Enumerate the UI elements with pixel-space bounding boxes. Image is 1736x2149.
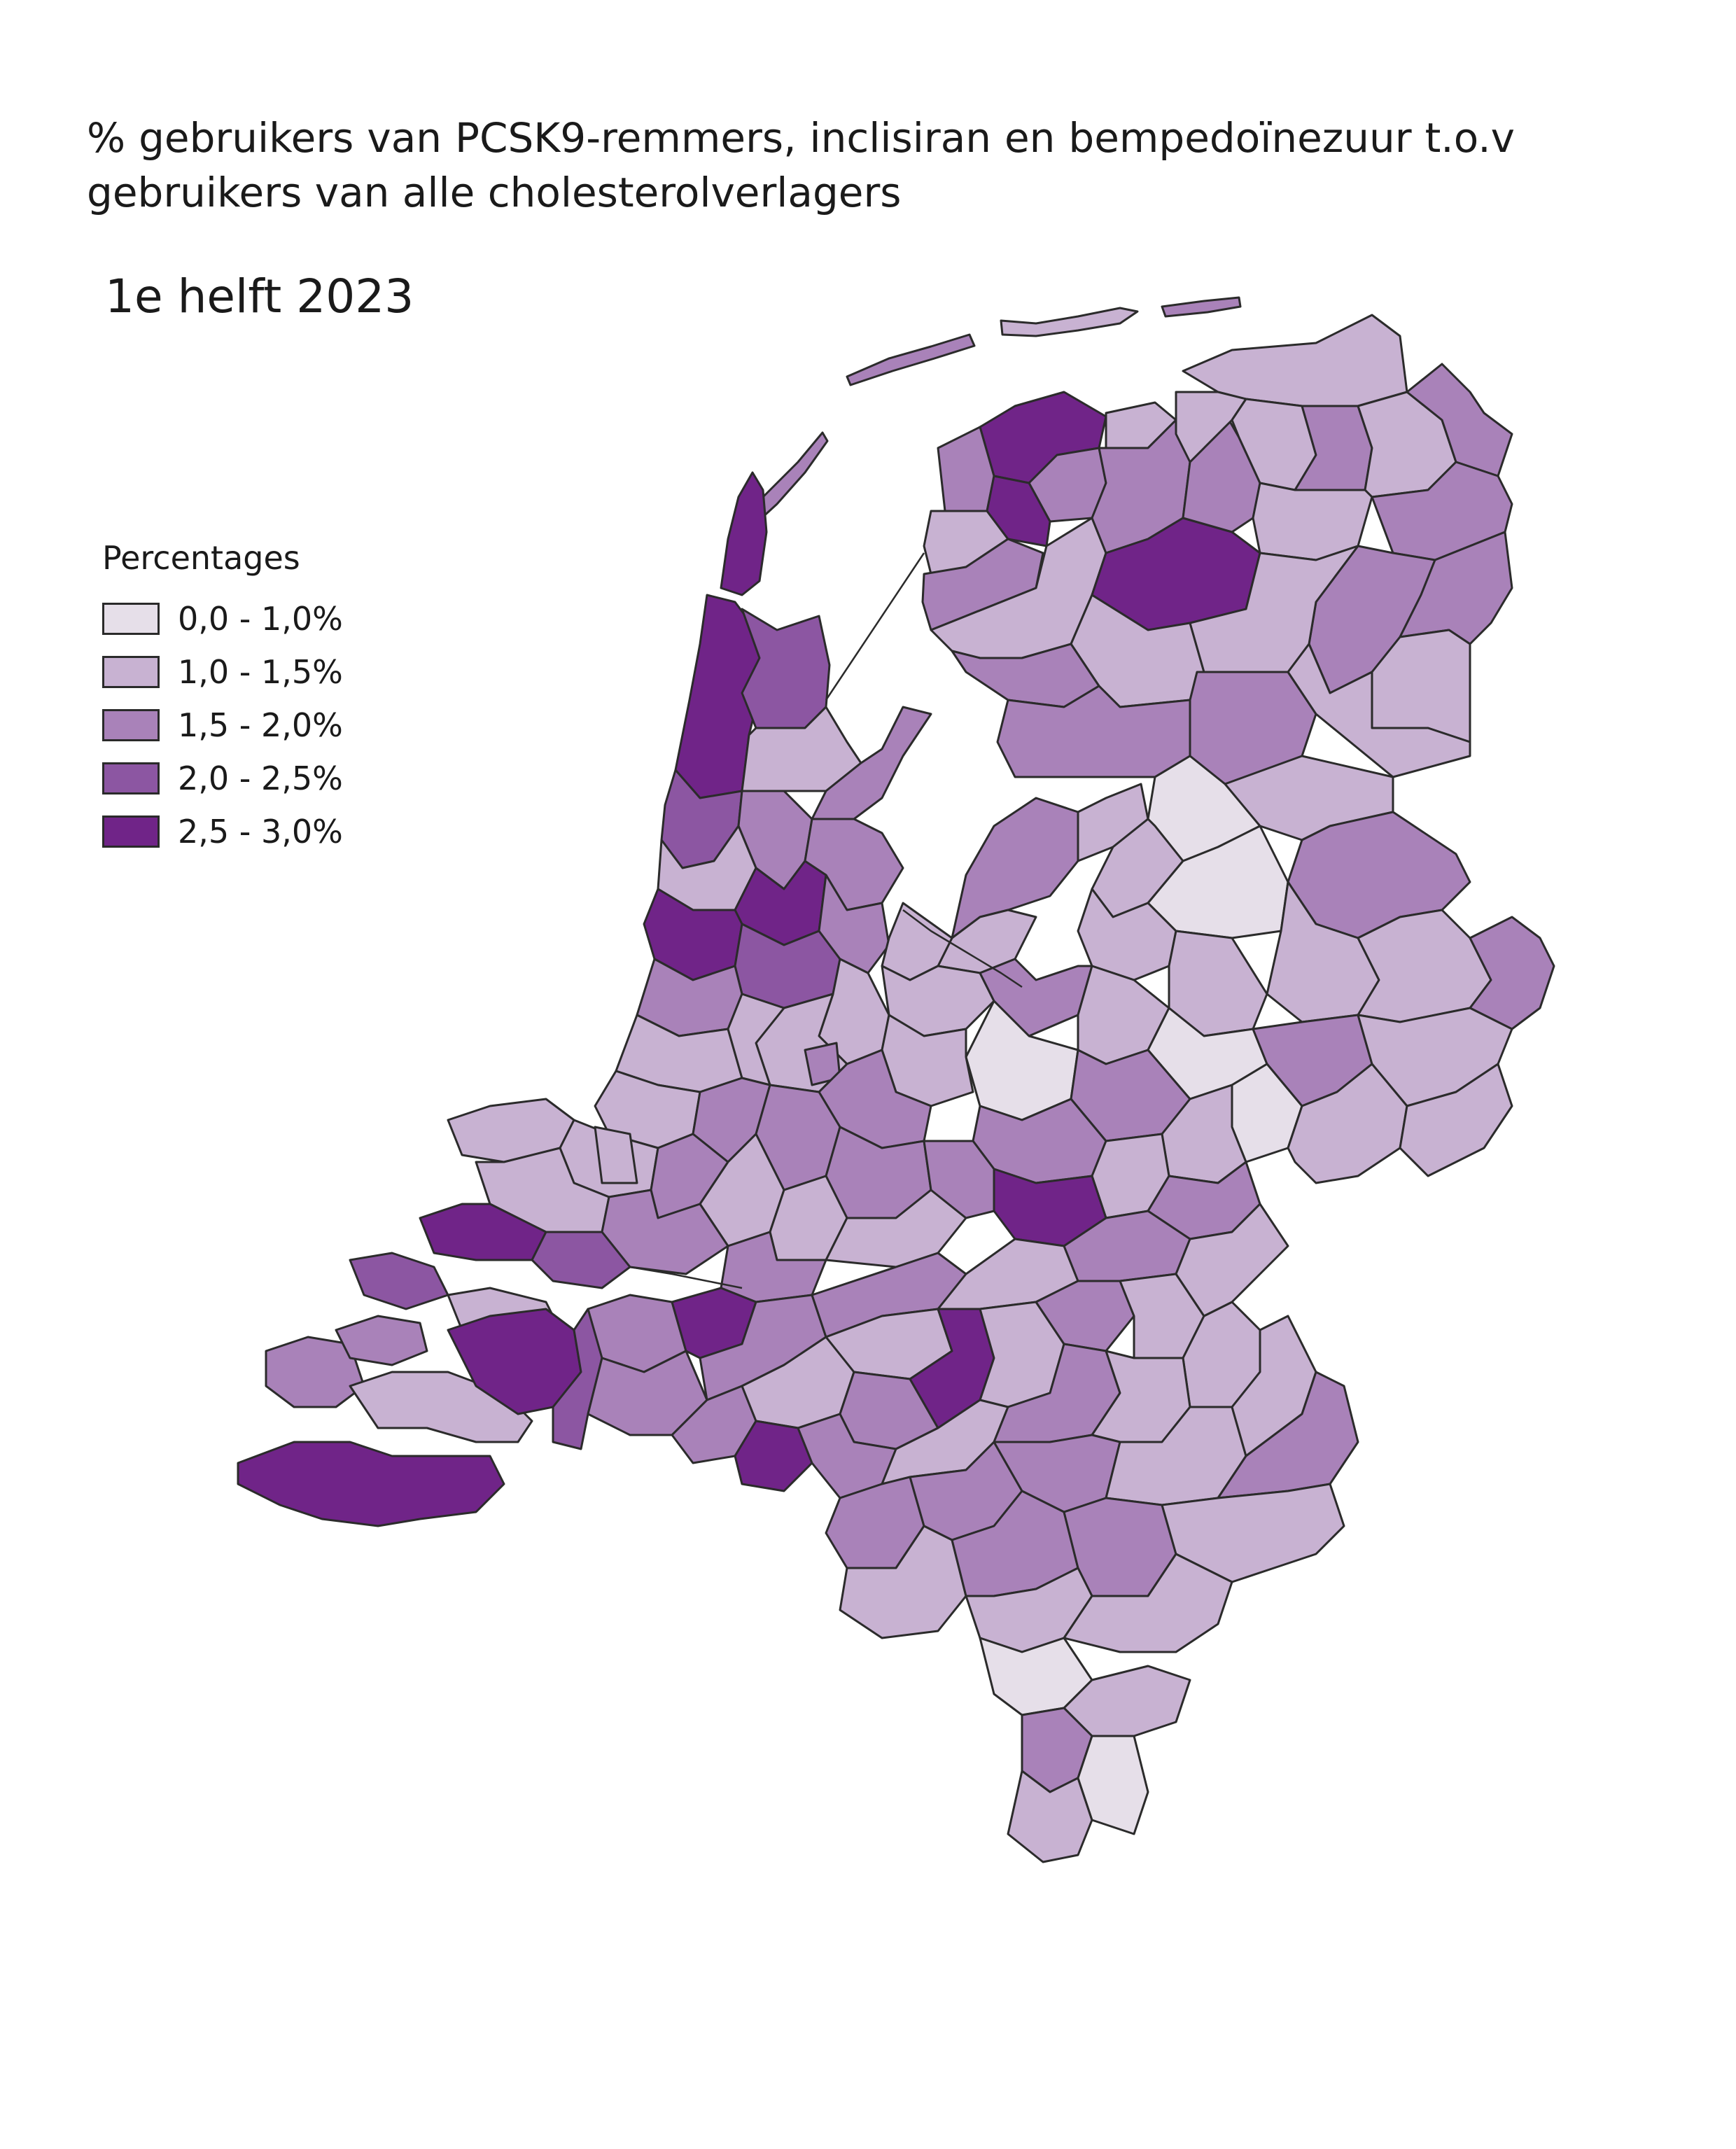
title-word: gebruikers [139, 114, 354, 162]
legend-label: 0,0 - 1,0% [178, 600, 343, 638]
legend-item: 2,5 - 3,0% [102, 805, 343, 858]
title-word: t.o.v [1424, 114, 1515, 162]
map-region [1469, 916, 1555, 1030]
legend-label: 1,5 - 2,0% [178, 706, 343, 744]
title-word: inclisiran [809, 114, 992, 162]
map-region [1077, 1735, 1149, 1835]
title-word: % [87, 114, 126, 162]
map-region [1175, 391, 1247, 463]
title-word: van [367, 114, 442, 162]
map-region [1161, 296, 1242, 318]
legend: Percentages 0,0 - 1,0% 1,0 - 1,5% 1,5 - … [102, 539, 343, 858]
map-region [1007, 1770, 1093, 1863]
title-word: en [1004, 114, 1056, 162]
map-region [265, 1336, 365, 1408]
legend-item: 1,0 - 1,5% [102, 645, 343, 699]
region-layer [237, 296, 1555, 1863]
legend-label: 2,0 - 2,5% [178, 760, 343, 797]
map-region [1287, 1063, 1408, 1184]
legend-swatch [102, 656, 160, 688]
map-region [237, 1441, 505, 1527]
river-line [629, 1266, 743, 1289]
map-region [1252, 482, 1373, 561]
map-region [531, 1231, 631, 1289]
legend-item: 1,5 - 2,0% [102, 699, 343, 752]
title-word: PCSK9-remmers, [454, 114, 797, 162]
legend-label: 2,5 - 3,0% [178, 813, 343, 850]
map-region [846, 333, 976, 386]
afsluitdijk-line [825, 552, 925, 701]
map-region [1287, 643, 1471, 778]
legend-swatch [102, 762, 160, 794]
map-region [1406, 363, 1513, 477]
map-subtitle: 1e helft 2023 [105, 270, 414, 323]
map-region [335, 1315, 428, 1366]
map-region [720, 471, 768, 596]
map-region [594, 1126, 638, 1184]
title-line-1: % gebruikers van PCSK9-remmers, inclisiran en… [87, 111, 1515, 165]
title-line-2: gebruikers van alle cholesterolverlagers [87, 169, 902, 216]
legend-label: 1,0 - 1,5% [178, 653, 343, 691]
legend-item: 0,0 - 1,0% [102, 592, 343, 645]
map-region [1063, 1553, 1233, 1653]
map-region [825, 1189, 967, 1268]
map-region [1175, 1203, 1289, 1317]
map-region [349, 1252, 449, 1310]
legend-swatch [102, 603, 160, 635]
map-region [937, 909, 1037, 974]
map-title: % gebruikers van PCSK9-remmers, inclisiran en… [87, 111, 1515, 220]
map-region [1000, 307, 1139, 337]
legend-swatch [102, 709, 160, 741]
legend-swatch [102, 816, 160, 848]
map-region [741, 608, 831, 729]
title-word: bempedoïnezuur [1068, 114, 1412, 162]
legend-item: 2,0 - 2,5% [102, 752, 343, 805]
legend-title: Percentages [102, 539, 300, 577]
map-region [1399, 1063, 1513, 1177]
ijssel-line [902, 909, 1023, 988]
